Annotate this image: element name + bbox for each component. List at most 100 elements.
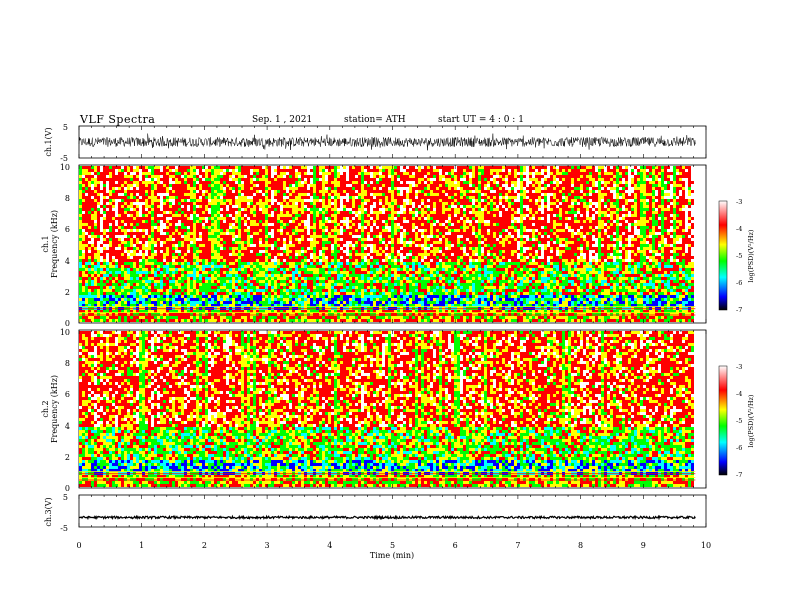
ch1-spectrogram-cells — [181, 298, 184, 310]
ch2-spectrogram-cells — [646, 331, 649, 472]
ch2-spectrogram-cells — [352, 331, 355, 454]
ch1-spectrogram-cells — [385, 169, 388, 322]
ch1-spectrogram-cells — [133, 175, 136, 322]
ch2-spectrogram-cells — [109, 427, 112, 460]
ch1-spectrogram-cells — [145, 298, 148, 310]
ch1-spectrogram-cells — [157, 193, 160, 217]
ch1-spectrogram-cells — [352, 187, 355, 316]
ch2-spectrogram-cells — [685, 334, 688, 403]
ch1-spectrogram-cells — [640, 292, 643, 295]
ch1-spectrogram-cells — [247, 298, 250, 310]
ch1-spectrogram-cells — [649, 181, 652, 322]
ch2-spectrogram-cells — [196, 334, 199, 478]
ch1-spectrogram-cells — [373, 235, 376, 316]
ch1-spectrogram-cells — [415, 166, 418, 247]
ch2-spectrogram-cells — [265, 391, 268, 469]
ch1-spectrogram-cells — [565, 172, 568, 316]
ch2-spectrogram-cells — [562, 349, 565, 484]
ch1-spectrogram-cells — [619, 187, 622, 259]
ch1-spectrogram-cells — [586, 298, 589, 301]
ch1-spectrogram-cells — [115, 262, 118, 313]
ch2-spectrogram-cells — [175, 445, 178, 475]
ch1-spectrogram-cells — [664, 181, 667, 244]
ch1-spectrogram-cells — [481, 193, 484, 253]
ch1-cb-tick-7: -7 — [736, 306, 742, 314]
ch1-spectrogram-cells — [652, 301, 655, 307]
ch2-spectrogram-cells — [544, 352, 547, 376]
ch2-spectrogram-cells — [691, 439, 694, 463]
ch1-spectrogram-cells — [370, 166, 373, 259]
ch1-waveform-line — [78, 133, 696, 151]
ch1-spectrogram-cells — [82, 295, 85, 310]
ch1-spectrogram-cells — [334, 178, 337, 316]
ch1-spectrogram-cells — [439, 232, 442, 313]
ch2-spectrogram-cells — [673, 331, 676, 412]
ch2-spectrogram-cells — [661, 334, 664, 487]
ch1-spectrogram-cells — [622, 283, 625, 310]
ch2-spectrogram-cells — [151, 334, 154, 487]
ch2-spectrogram-cells — [316, 463, 319, 466]
ch2-spectrogram-cells — [211, 454, 214, 463]
ch2-spectrogram-cells — [151, 466, 154, 469]
ch2-spectrogram-cells — [640, 400, 643, 487]
ch2-spectrogram-cells — [316, 373, 319, 481]
ch2-spectrogram-cells — [247, 331, 250, 484]
ch1-spectrogram-cells — [619, 175, 622, 310]
ch2-spectrogram-cells — [508, 337, 511, 409]
ch2-spectrogram-cells — [649, 343, 652, 466]
ch2-spectrogram-cells — [436, 340, 439, 481]
ch2-spectrogram-cells — [97, 331, 100, 484]
ch1-spectrogram-cells — [358, 196, 361, 316]
ch2-spectrogram-cells — [151, 436, 154, 472]
ch1-spectrogram-cells — [142, 214, 145, 313]
ch2-spectrogram-cells — [337, 370, 340, 373]
ch1-spectrogram-cells — [409, 175, 412, 304]
ch1-spectrogram-cells — [595, 301, 598, 307]
ch2-spectrogram-cells — [268, 334, 271, 487]
ch2-spectrogram-cells — [259, 409, 262, 484]
ch1-spectrogram-cells — [481, 280, 484, 307]
ch1-spectrogram-cells — [205, 178, 208, 322]
ch2-spectrogram-cells — [361, 334, 364, 424]
ch1-spectrogram-cells — [613, 262, 616, 310]
ch1-spectrogram-cells — [268, 268, 271, 304]
ch1-spectrogram-cells — [325, 169, 328, 259]
ch1-spectrogram-cells — [433, 295, 436, 307]
ch2-spectrogram-cells — [631, 367, 634, 487]
ch1-ytick-4: 4 — [65, 257, 70, 266]
ch1-spectrogram-cells — [580, 301, 583, 304]
ch2-spectrogram-cells — [400, 334, 403, 484]
ch2-spectrogram-cells — [385, 337, 388, 484]
ch1-spectrogram-cells — [343, 169, 346, 253]
ch1-spectrogram-cells — [256, 295, 259, 304]
ch1-spectrogram-cells — [175, 166, 178, 253]
ch1-spectrogram-cells — [619, 172, 622, 316]
ch2-spectrogram-cells — [442, 331, 445, 478]
ch1-spectrogram-cells — [367, 235, 370, 256]
ch1-spectrogram-cells — [676, 292, 679, 307]
ch1-spectrogram-cells — [94, 166, 97, 316]
ch1-spectrogram-cells — [553, 295, 556, 307]
ch2-spectrogram-cells — [100, 331, 103, 424]
ch1-spectrogram-cells — [175, 175, 178, 316]
ch2-spectrogram-cells — [466, 334, 469, 487]
ch1-spectrogram-cells — [583, 166, 586, 292]
ch2-spectrogram-cells — [376, 334, 379, 487]
ch1-spectrogram-cells — [163, 184, 166, 319]
ch2-spectrogram-cells — [304, 433, 307, 472]
ch2-spectrogram-cells — [358, 460, 361, 475]
ch1-spectrogram-cells — [307, 175, 310, 319]
ch2-spectrogram-cells — [262, 334, 265, 481]
ch1-spectrogram-cells — [448, 166, 451, 289]
ch1-spectrogram-cells — [547, 301, 550, 310]
ch2-spectrogram-cells — [463, 340, 466, 484]
ch1-spectrogram-cells — [577, 178, 580, 322]
ch1-spectrogram-cells — [253, 169, 256, 316]
ch1-spectrogram-cells — [217, 301, 220, 307]
ch2-spectrogram-cells — [538, 352, 541, 415]
ch1-spectrogram-cells — [298, 166, 301, 319]
ch1-spectrogram-cells — [226, 166, 229, 316]
ch1-spectrogram-cells — [580, 199, 583, 307]
ch1-spectrogram-cells — [385, 166, 388, 319]
